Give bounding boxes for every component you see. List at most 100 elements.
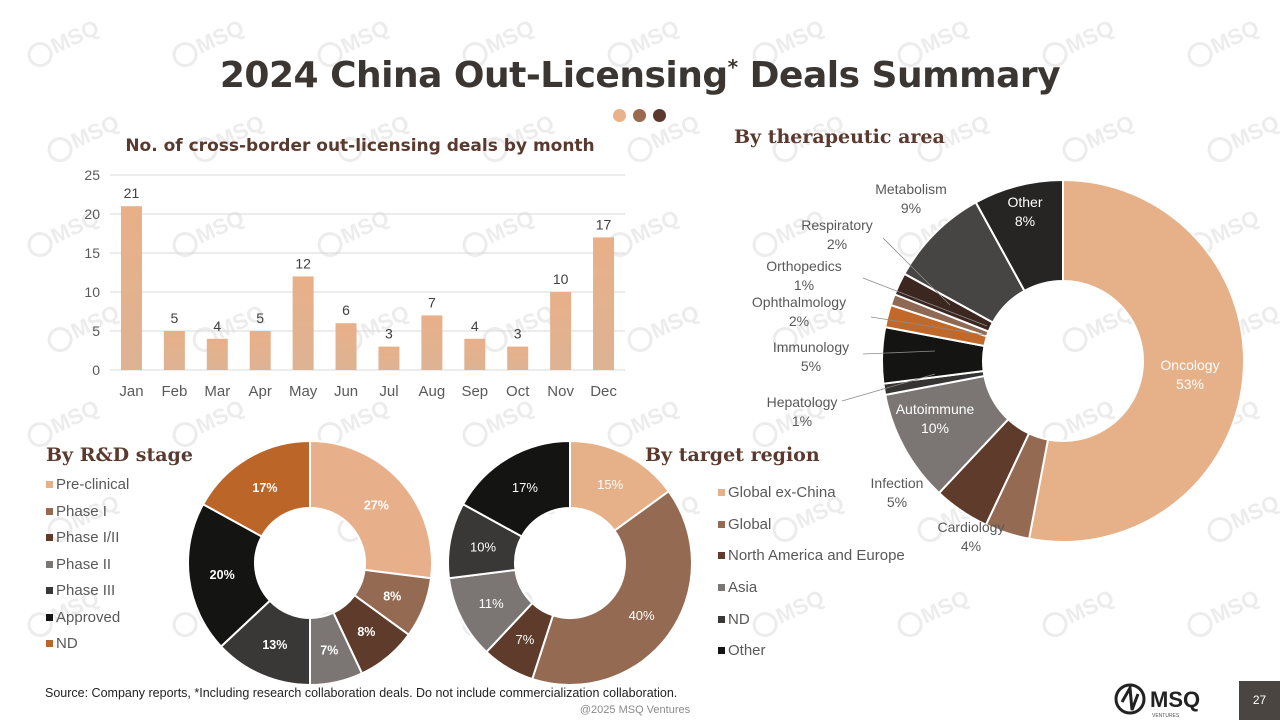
watermark-text: MSQ: [337, 15, 393, 59]
legend-label: Phase III: [56, 582, 116, 599]
legend-label: Global ex-China: [728, 484, 836, 501]
accent-dot-1: [613, 109, 626, 122]
x-tick-label: Jan: [119, 383, 143, 400]
slice-pre-clinical: [309, 439, 433, 580]
y-tick-label: 5: [92, 323, 100, 339]
legend-label: Pre-clinical: [56, 476, 130, 493]
legend-label: ND: [728, 610, 750, 628]
leader-line: [862, 350, 936, 355]
leader-line: [870, 316, 986, 336]
slice-other: [974, 178, 1064, 293]
bar-nov: [550, 292, 572, 370]
legend-item: ND: [46, 635, 129, 662]
legend-swatch: [46, 560, 53, 568]
slice-value-label: 27%: [364, 498, 389, 512]
slice-value-label: 13%: [262, 638, 287, 652]
y-tick-label: 20: [84, 206, 100, 222]
legend-swatch: [718, 552, 725, 560]
watermark-text: MSQ: [627, 15, 683, 59]
legend-label: ND: [56, 635, 78, 652]
monthly-bar-chart: 0 5 10 15 20 25 21 Jan 5 Feb 4 Mar 5 Apr 12 May 6 Jun 3 Jul…: [84, 167, 625, 400]
x-tick-label: Dec: [590, 383, 617, 400]
legend-item: Phase I/II: [46, 529, 129, 556]
slice-other: [461, 439, 571, 538]
legend-label: Phase I/II: [56, 529, 120, 546]
slice-value-label: 9%: [901, 200, 921, 216]
therapeutic-donut-chart: Oncology 53% Cardiology 4% Infection 5% Autoim…: [752, 178, 1245, 554]
msq-logo: MSQ VENTURES: [1114, 683, 1200, 719]
legend-swatch: [46, 507, 53, 515]
slice-value-label: 53%: [1176, 376, 1204, 392]
bar-value-label: 3: [514, 326, 522, 342]
slice-value-label: 17%: [252, 481, 277, 495]
bar-value-label: 21: [124, 185, 140, 201]
slice-category-label: Infection: [871, 475, 924, 491]
slice-category-label: Ophthalmology: [752, 294, 846, 310]
bar-value-label: 7: [428, 294, 436, 310]
slice-value-label: 40%: [629, 608, 655, 623]
watermark-text: MSQ: [772, 15, 828, 59]
legend-item: North America and Europe: [718, 547, 905, 579]
page-title: 2024 China Out-Licensing* Deals Summary: [219, 55, 1061, 96]
slice-value-label: 10%: [921, 420, 949, 436]
legend-label: Approved: [56, 608, 121, 626]
legend-swatch: [46, 481, 53, 488]
bar-dec: [593, 237, 615, 370]
watermark-text: MSQ: [47, 15, 103, 59]
legend-item: ND: [718, 611, 905, 643]
x-tick-label: Mar: [204, 383, 230, 400]
slice-value-label: 5%: [801, 358, 821, 374]
watermark-text: MSQ: [1207, 15, 1263, 59]
watermark-mark: MSQ: [1042, 585, 1118, 638]
legend-swatch: [718, 647, 725, 655]
legend-label: Global: [728, 515, 772, 533]
legend-swatch: [46, 613, 53, 621]
stage-donut-chart: 27% 8% 8% 7% 13% 20% 17%: [187, 439, 433, 687]
leader-line: [841, 373, 936, 402]
stage-section-title: By R&D stage: [46, 444, 193, 466]
slice-category-label: Other: [1007, 194, 1042, 210]
x-tick-label: Nov: [547, 383, 574, 400]
slice-value-label: 8%: [1015, 213, 1035, 229]
slice-value-label: 10%: [470, 539, 496, 554]
copyright: @2025 MSQ Ventures: [579, 704, 691, 716]
slice-value-label: 1%: [794, 277, 814, 293]
watermark-text: MSQ: [1207, 585, 1263, 629]
watermark-text: MSQ: [917, 15, 973, 59]
legend-item: Pre-clinical: [46, 476, 129, 503]
accent-dot-3: [653, 109, 666, 122]
legend-label: Other: [728, 642, 766, 660]
slice-nd: [201, 439, 311, 538]
bar-value-label: 5: [170, 310, 178, 326]
bar-apr: [249, 331, 271, 370]
legend-swatch: [718, 520, 725, 528]
slice-value-label: 7%: [320, 643, 338, 657]
stage-legend: Pre-clinical Phase I Phase I/II Phase II Pha…: [46, 476, 129, 662]
region-legend: Global ex-China Global North America and E…: [718, 484, 905, 674]
bar-value-label: 17: [596, 216, 612, 232]
legend-item: Phase III: [46, 582, 129, 609]
legend-swatch: [718, 584, 725, 592]
slice-category-label: Immunology: [773, 339, 849, 355]
legend-swatch: [718, 615, 725, 623]
watermark-text: MSQ: [917, 585, 973, 629]
legend-item: Phase I: [46, 503, 129, 530]
slice-global: [531, 489, 693, 686]
watermark-text: MSQ: [1227, 110, 1280, 154]
slice-approved: [187, 502, 272, 648]
y-tick-label: 25: [84, 167, 100, 183]
bar-jun: [335, 323, 357, 370]
logo-text: MSQ: [1150, 687, 1200, 712]
watermark-text: MSQ: [937, 110, 993, 154]
x-tick-label: Jul: [379, 383, 398, 400]
slice-category-label: Oncology: [1160, 357, 1219, 373]
region-donut-chart: 15% 40% 7% 11% 10% 17%: [447, 439, 693, 686]
y-tick-label: 0: [92, 362, 100, 378]
x-tick-label: Sep: [461, 383, 488, 400]
bar-feb: [163, 331, 185, 370]
x-tick-label: Oct: [506, 383, 530, 400]
slice-category-label: Cardiology: [938, 519, 1005, 535]
slice-value-label: 1%: [792, 413, 812, 429]
monthly-chart-title: No. of cross-border out-licensing deals …: [125, 136, 595, 156]
slice-value-label: 2%: [789, 313, 809, 329]
